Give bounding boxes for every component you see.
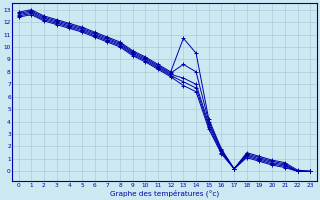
X-axis label: Graphe des températures (°c): Graphe des températures (°c) bbox=[110, 189, 219, 197]
